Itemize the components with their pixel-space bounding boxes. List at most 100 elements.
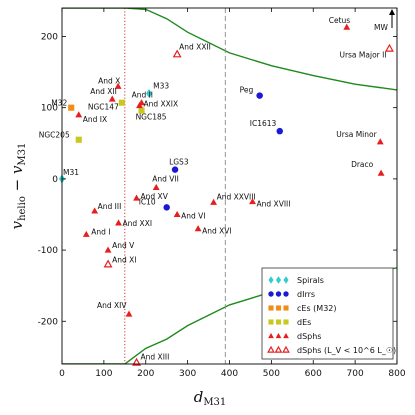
point-and-v <box>104 246 112 253</box>
point-label-ngc185: NGC185 <box>136 113 167 122</box>
point-label-lgs3: LGS3 <box>169 158 189 167</box>
legend-entry-ces-m32: cEs (M32) <box>268 304 337 313</box>
point-label-m31: M31 <box>63 168 79 177</box>
legend-entry-dsphs-l-v-10-6-l: dSphs (L_V < 10^6 L_☉) <box>267 345 396 355</box>
legend-marker <box>268 319 274 325</box>
legend-marker <box>275 319 282 325</box>
legend-label: dSphs (L_V < 10^6 L_☉) <box>297 346 396 355</box>
point-label-and-iii: And III <box>98 202 122 211</box>
point-label-and-xi: And XI <box>112 255 136 264</box>
x-tick-label: 500 <box>263 369 280 379</box>
point-label-and-xxix: And XXIX <box>143 100 178 109</box>
y-tick-label: -200 <box>38 317 59 327</box>
legend-entry-des: dEs <box>268 318 311 327</box>
point-label-ursa-major-ii: Ursa Major II <box>339 51 386 60</box>
point-lgs3 <box>171 166 179 173</box>
legend-entry-spirals: Spirals <box>268 276 324 285</box>
point-and-xxix <box>136 101 143 109</box>
point-label-and-ii: And II <box>132 91 153 100</box>
legend-marker <box>268 333 274 339</box>
legend-label: cEs (M32) <box>297 304 337 313</box>
point-label-and-xii: And XII <box>90 87 117 96</box>
mw-arrow-head <box>389 9 395 15</box>
y-tick-label: 200 <box>41 32 58 42</box>
curve-upper <box>62 8 397 91</box>
point-label-and-vi: And VI <box>181 211 205 220</box>
point-and-xii <box>108 95 116 102</box>
point-label-ngc205: NGC205 <box>39 131 70 140</box>
y-tick-label: -100 <box>38 246 59 256</box>
reference-lines <box>124 8 226 364</box>
point-label-and-vii: And VII <box>152 174 179 183</box>
legend-box <box>261 267 394 360</box>
legend: Spirals dIrrs cEs (M32) dEs dSphs dSphs (L_V … <box>261 267 396 360</box>
point-and-iii <box>91 207 99 214</box>
point-and-xviii <box>249 198 256 205</box>
x-tick-label: 600 <box>305 369 322 379</box>
point-and-vii <box>152 183 160 190</box>
point-label-peg: Peg <box>240 86 254 95</box>
point-cetus <box>343 23 351 30</box>
point-and-xxii <box>172 49 182 58</box>
point-label-and-x: And X <box>98 76 120 85</box>
x-tick-label: 0 <box>59 369 65 379</box>
y-tick-label: 100 <box>41 104 58 114</box>
point-label-and-xxi: And XXI <box>123 219 153 228</box>
legend-marker <box>283 333 289 339</box>
data-points: M33 M31 Peg IC1613 LGS3 IC10 M32 NGC147 NGC185 NG… <box>39 16 394 366</box>
point-label-ngc147: NGC147 <box>88 103 119 112</box>
point-label-and-ix: And IX <box>83 115 107 124</box>
point-ngc185 <box>138 107 145 114</box>
legend-entry-dsphs: dSphs <box>268 332 321 341</box>
point-label-and-v: And V <box>112 241 135 250</box>
point-label-ursa-minor: Ursa Minor <box>336 130 377 139</box>
axis-ticks: 0 100 200 300 400 500 600 700 800 -200 -100 0 100 200 <box>38 8 406 379</box>
point-ursa-minor <box>376 138 384 145</box>
legend-marker <box>275 333 282 339</box>
x-tick-label: 800 <box>388 369 405 379</box>
legend-marker <box>268 291 274 297</box>
legend-entry-dirrs: dIrrs <box>268 290 315 299</box>
x-tick-label: 700 <box>347 369 364 379</box>
point-and-vi <box>173 210 181 217</box>
point-label-and-xv: And XV <box>141 192 169 201</box>
point-label-and-xxviii: And XXVIII <box>217 192 256 201</box>
x-tick-label: 200 <box>137 369 154 379</box>
point-label-and-xvi: And XVI <box>202 227 232 236</box>
point-label-ic10: IC10 <box>139 197 156 206</box>
y-tick-label: 0 <box>52 175 58 185</box>
legend-marker <box>274 345 283 353</box>
point-label-and-xviii: And XVIII <box>257 200 291 209</box>
point-ngc205 <box>75 136 82 143</box>
point-and-xiv <box>125 310 133 317</box>
point-and-x <box>114 82 122 89</box>
point-and-xv <box>133 194 140 201</box>
point-ursa-major-ii <box>385 43 394 52</box>
legend-label: dEs <box>297 318 311 327</box>
point-label-m33: M33 <box>153 81 169 90</box>
point-label-draco: Draco <box>351 160 374 169</box>
legend-marker <box>283 305 289 311</box>
x-axis-title: dM31 <box>194 388 227 408</box>
legend-label: dSphs <box>297 332 321 341</box>
point-ic10 <box>163 204 170 211</box>
point-draco <box>377 169 385 176</box>
point-and-i <box>82 230 90 237</box>
legend-marker <box>275 276 282 284</box>
point-label-and-xiii: And XIII <box>141 353 170 362</box>
point-and-xvi <box>194 225 202 232</box>
legend-marker <box>268 305 274 311</box>
point-label-cetus: Cetus <box>329 16 351 25</box>
point-and-xi <box>103 259 113 268</box>
point-m33 <box>146 88 153 98</box>
point-ngc147 <box>118 99 125 106</box>
mw-annotation: MW <box>374 9 395 32</box>
x-tick-label: 100 <box>95 369 112 379</box>
point-peg <box>256 92 263 99</box>
point-ic1613 <box>276 127 283 135</box>
legend-marker <box>283 291 289 297</box>
mw-label: MW <box>374 23 388 32</box>
point-label-and-xxii: And XXII <box>179 42 211 51</box>
legend-marker <box>283 319 289 325</box>
